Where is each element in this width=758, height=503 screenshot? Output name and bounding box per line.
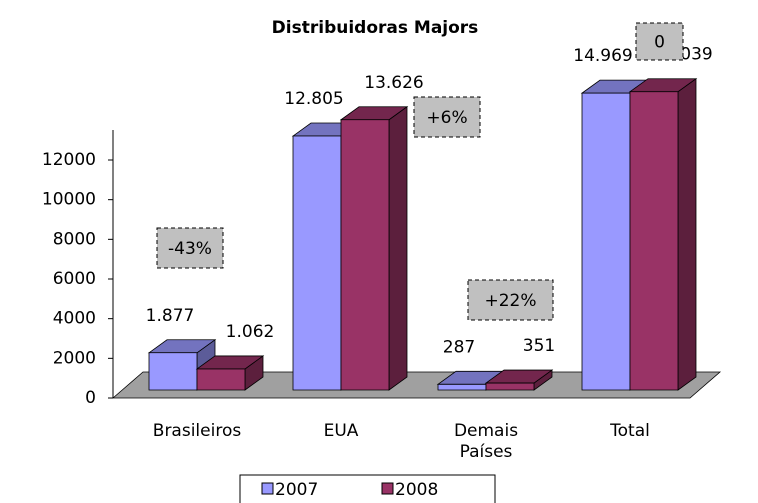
bar-front [629, 91, 679, 391]
x-tick-label: Demais Países [453, 421, 519, 462]
annotation-box [467, 279, 554, 321]
value-label: 12.805 [284, 89, 343, 109]
annotation-box [635, 22, 684, 61]
value-label: 351 [523, 336, 555, 356]
y-tick-label: 4000 [53, 309, 96, 329]
y-tick-label: 6000 [53, 269, 96, 289]
value-label: 1.877 [146, 306, 195, 326]
floor [111, 371, 722, 399]
annotation-box [413, 96, 481, 138]
bar [628, 77, 698, 391]
bar [339, 105, 409, 391]
x-tick-label: Total [610, 421, 650, 441]
bar-front [340, 119, 390, 391]
legend-label: 2008 [395, 480, 438, 500]
legend-box [239, 474, 496, 503]
y-tick-label: 2000 [53, 348, 96, 368]
annotation-box [156, 227, 224, 269]
legend-swatch [381, 482, 394, 495]
legend-swatch [261, 482, 274, 495]
y-tick-label: 10000 [42, 190, 96, 210]
bar-side [388, 105, 408, 391]
bar-front [437, 383, 487, 391]
bar-front [196, 368, 246, 391]
x-tick-label: EUA [323, 421, 359, 441]
annotation: +22% [484, 291, 536, 311]
bar [195, 355, 265, 391]
value-label: 287 [443, 337, 475, 357]
y-tick-label: 12000 [42, 150, 96, 170]
x-tick-label: Brasileiros [152, 421, 242, 441]
annotation: -43% [168, 239, 212, 259]
value-label: 14.969 [573, 46, 632, 66]
bar-front [581, 92, 631, 391]
annotation: +6% [426, 108, 467, 128]
annotation: 0 [654, 33, 665, 53]
legend-label: 2007 [275, 480, 318, 500]
y-tick-label: 8000 [53, 229, 96, 249]
chart-title: Distribuidoras Majors [272, 18, 479, 38]
bar-side [677, 77, 697, 391]
bar [484, 369, 554, 391]
bar-front [148, 352, 198, 391]
value-label: 13.626 [364, 73, 423, 93]
bar-front [292, 135, 342, 391]
bar-front [485, 382, 535, 391]
y-tick-label: 0 [85, 388, 96, 408]
value-label: 1.062 [226, 322, 275, 342]
